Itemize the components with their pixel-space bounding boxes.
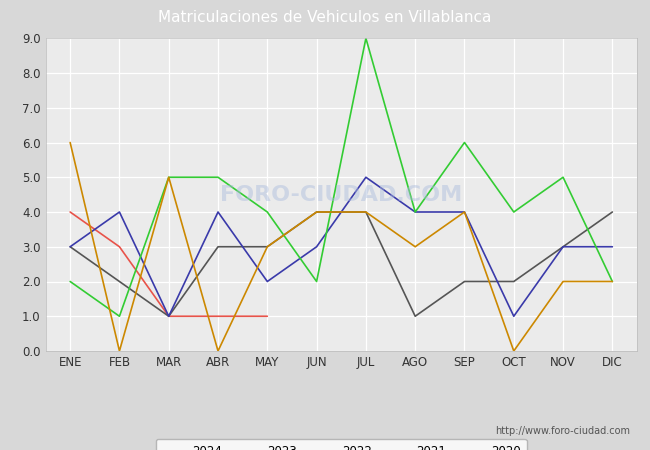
Text: Matriculaciones de Vehiculos en Villablanca: Matriculaciones de Vehiculos en Villabla… [159,10,491,25]
Text: FORO-CIUDAD.COM: FORO-CIUDAD.COM [220,184,462,205]
Text: http://www.foro-ciudad.com: http://www.foro-ciudad.com [495,427,630,436]
Legend: 2024, 2023, 2022, 2021, 2020: 2024, 2023, 2022, 2021, 2020 [156,439,526,450]
